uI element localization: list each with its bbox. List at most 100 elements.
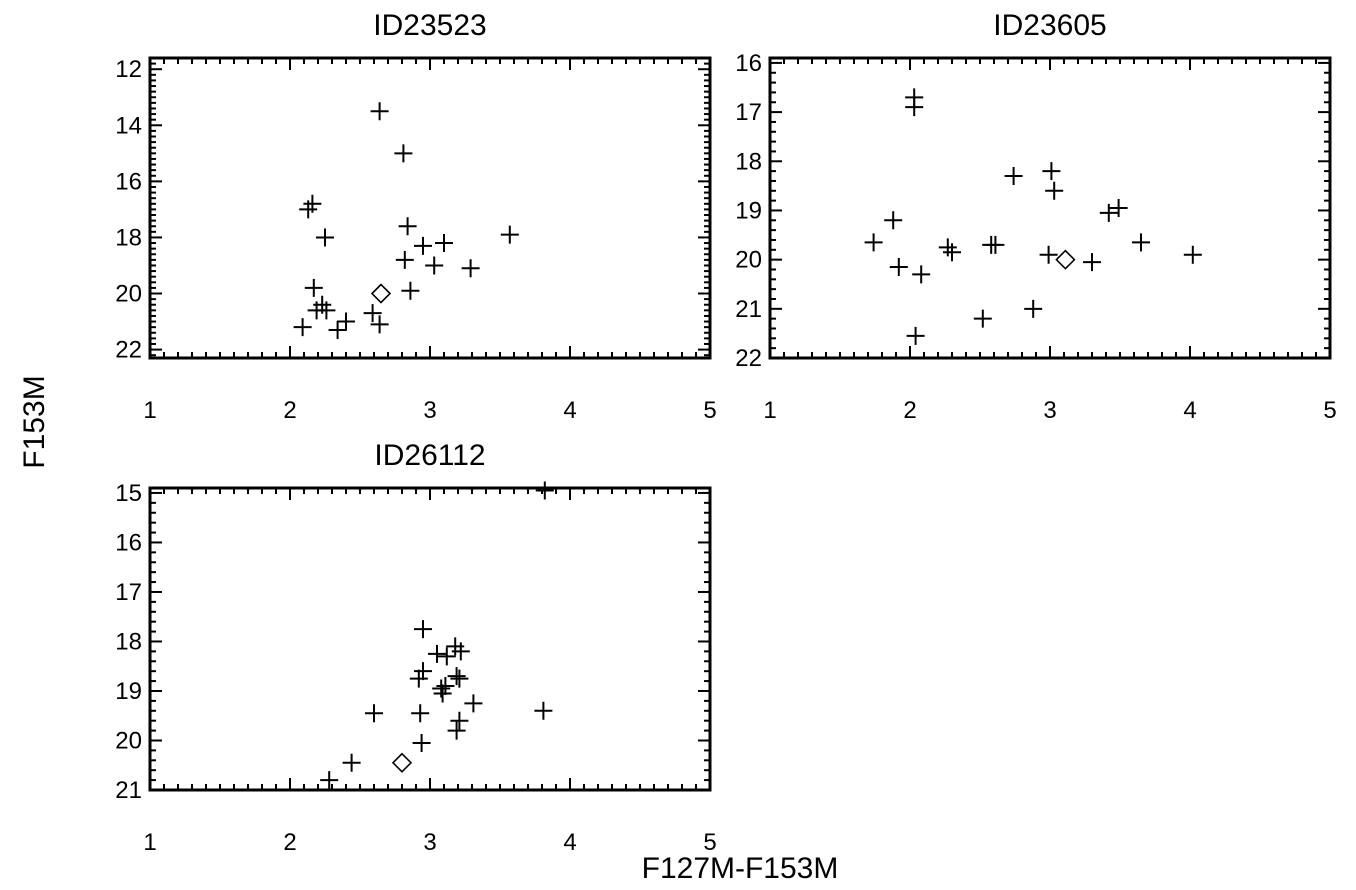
plot-frame [148, 56, 712, 360]
x-tick-label: 3 [1043, 397, 1056, 424]
data-point-plus [317, 301, 336, 320]
x-tick-label: 2 [903, 397, 916, 424]
x-tick-label: 5 [1323, 397, 1336, 424]
x-tick-label: 3 [423, 397, 436, 424]
data-point-plus [864, 233, 883, 252]
y-tick-label: 18 [115, 628, 142, 655]
data-point-plus [905, 98, 924, 117]
x-tick-label: 2 [283, 397, 296, 424]
data-point-plus [1045, 181, 1064, 200]
data-point-plus [328, 320, 347, 339]
data-point-plus [414, 662, 432, 681]
data-point-plus [395, 250, 414, 269]
data-point-plus [414, 620, 432, 639]
data-point-plus [1183, 245, 1202, 264]
panel-title: ID26112 [374, 439, 485, 472]
y-tick-label: 19 [115, 678, 142, 705]
y-tick-label: 20 [735, 247, 762, 274]
data-point-plus [412, 733, 431, 752]
data-point-plus [450, 711, 469, 730]
data-point-plus [906, 326, 925, 345]
data-point-plus [1024, 299, 1043, 318]
y-tick-label: 15 [115, 480, 142, 507]
x-tick-label: 5 [703, 829, 716, 856]
data-point-diamond [391, 752, 413, 773]
data-point-plus [303, 194, 322, 213]
y-tick-label: 18 [115, 224, 142, 251]
data-point-plus [320, 771, 339, 790]
plot-frame [148, 486, 712, 792]
x-tick-label: 5 [703, 397, 716, 424]
x-tick-label: 1 [143, 829, 156, 856]
data-point-plus [409, 669, 428, 688]
data-point-plus [943, 243, 961, 262]
data-point-plus [1039, 245, 1058, 264]
x-tick-label: 2 [283, 829, 296, 856]
y-tick-label: 22 [735, 345, 762, 372]
y-tick-label: 16 [735, 50, 762, 77]
y-tick-label: 17 [115, 579, 142, 606]
data-point-plus [436, 677, 455, 696]
data-point-plus [1109, 199, 1128, 217]
data-point-plus [884, 211, 903, 230]
data-point-plus [370, 315, 389, 334]
y-tick-label: 21 [735, 296, 762, 323]
data-point-plus [398, 217, 417, 236]
data-point-plus [342, 753, 361, 772]
x-tick-label: 4 [563, 829, 576, 856]
y-tick-label: 22 [115, 337, 142, 364]
data-point-plus [411, 704, 430, 723]
panel-id23605: ID23605 1 2 3 4 5 16 17 18 19 20 21 22 [735, 9, 1336, 424]
data-point-plus [394, 144, 413, 163]
data-point-plus [912, 265, 931, 284]
data-point-plus [986, 235, 1005, 254]
panel-id26112: ID26112 1 2 3 4 5 15 16 17 18 19 20 21 [115, 439, 716, 856]
data-point-plus [1099, 203, 1118, 222]
data-point-plus [304, 278, 323, 297]
y-tick-label: 21 [115, 777, 142, 804]
x-tick-label: 4 [563, 397, 576, 424]
y-tick-label: 20 [115, 727, 142, 754]
y-tick-label: 12 [115, 56, 142, 83]
data-point-plus [1132, 233, 1150, 252]
x-axis-label: F127M-F153M [642, 852, 839, 885]
data-point-diamond [1055, 249, 1076, 270]
data-point-plus [1083, 253, 1101, 272]
x-tick-label: 1 [143, 397, 156, 424]
data-point-plus [1042, 162, 1061, 181]
data-point-plus [437, 647, 456, 666]
data-point-plus [535, 481, 554, 500]
data-point-plus [414, 236, 432, 255]
y-tick-label: 14 [115, 112, 142, 139]
y-tick-label: 20 [115, 281, 142, 308]
data-point-plus [973, 309, 992, 328]
data-point-plus [316, 228, 334, 247]
x-tick-label: 3 [423, 829, 436, 856]
data-point-plus [500, 225, 519, 244]
x-tick-label: 4 [1183, 397, 1196, 424]
data-point-plus [534, 701, 553, 720]
data-point-plus [337, 312, 355, 331]
data-point-plus [461, 259, 480, 278]
data-point-plus [433, 684, 452, 703]
panel-title: ID23605 [993, 9, 1106, 42]
y-tick-label: 16 [115, 529, 142, 556]
data-point-plus [938, 238, 957, 257]
data-point-plus [447, 667, 466, 686]
data-point-plus [365, 704, 383, 723]
data-point-plus [435, 234, 453, 253]
x-tick-label: 1 [763, 397, 776, 424]
y-tick-label: 18 [735, 148, 762, 175]
y-tick-label: 19 [735, 197, 762, 224]
y-axis-label: F153M [18, 375, 51, 468]
data-point-plus [370, 102, 389, 121]
data-point-diamond [370, 283, 392, 304]
data-point-plus [401, 281, 420, 300]
data-point-plus [464, 694, 483, 713]
data-point-plus [428, 644, 446, 663]
data-point-plus [451, 642, 470, 661]
data-point-plus [1004, 167, 1023, 186]
data-point-plus [889, 258, 908, 277]
